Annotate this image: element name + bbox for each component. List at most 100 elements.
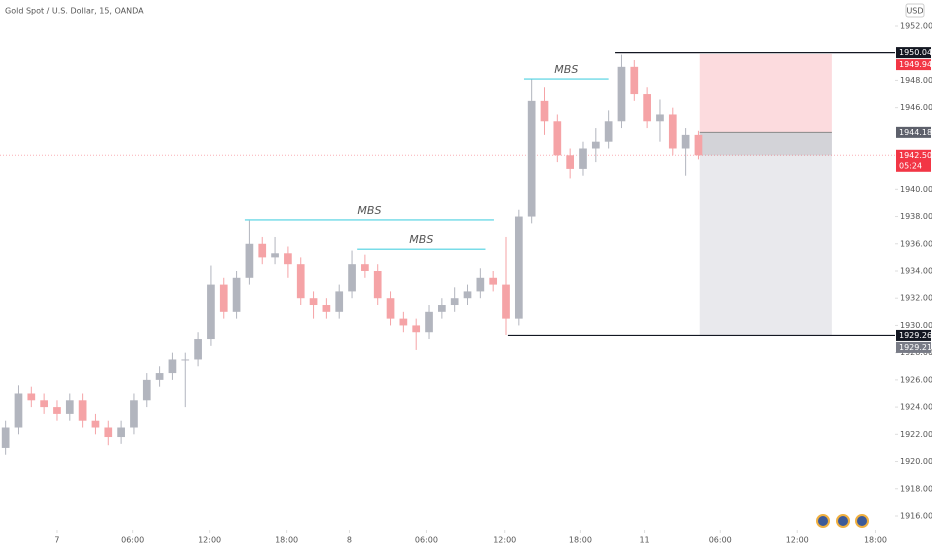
x-tick-label: 11 (639, 536, 649, 545)
stop-zone (699, 53, 832, 133)
candle-body (604, 121, 613, 142)
price-countdown: 05:24 (899, 161, 922, 170)
candle-body (668, 114, 677, 149)
currency: USD (906, 7, 923, 16)
candle-body (296, 264, 305, 299)
event-icon[interactable] (855, 514, 869, 528)
candle-body (425, 311, 433, 333)
chart-header: Gold Spot / U.S. Dollar, 15, OANDA (5, 7, 144, 16)
candle-body (591, 141, 600, 149)
y-tick-label: 1938.000 (900, 212, 932, 221)
y-tick-label: 1948.000 (900, 76, 932, 85)
candle-body (322, 305, 331, 312)
event-icon[interactable] (816, 514, 830, 528)
candle-body (1, 427, 10, 448)
price-tag-label: 1944.185 (899, 128, 932, 137)
price-tag-label: 1929.216 (899, 343, 932, 352)
y-tick-label: 1926.000 (900, 375, 932, 384)
candle-body (412, 325, 421, 333)
candle-body (14, 393, 23, 428)
x-tick-label: 06:00 (121, 536, 144, 545)
candle-body (245, 243, 254, 278)
candle-body (27, 393, 36, 401)
candle-body (553, 121, 562, 156)
price-tag-label: 1929.265 (899, 331, 932, 340)
currency-box[interactable] (905, 3, 925, 18)
event-icons[interactable] (816, 514, 869, 528)
candle-body (104, 427, 113, 438)
x-tick-label: 18:00 (569, 536, 592, 545)
price-tag (896, 149, 931, 172)
y-tick-label: 1934.000 (900, 266, 932, 275)
candle-body (643, 94, 651, 122)
mbs-label: MBS (554, 63, 578, 76)
candle-body (681, 134, 690, 149)
x-tick-label: 12:00 (786, 536, 809, 545)
price-tag (896, 47, 931, 59)
candle-body (579, 148, 587, 169)
candle-body (373, 270, 382, 299)
y-tick-label: 1918.000 (900, 484, 932, 493)
x-tick-label: 18:00 (275, 536, 298, 545)
candle-body (386, 298, 395, 319)
candle-body (53, 407, 61, 414)
candle-body (694, 134, 703, 156)
x-tick-label: 12:00 (493, 536, 516, 545)
price-tag (896, 341, 931, 353)
candle-body (463, 291, 472, 299)
candle-body (181, 359, 190, 361)
x-tick-label: 06:00 (415, 536, 438, 545)
candle-body (630, 66, 639, 95)
price-tag-label: 1949.946 (899, 60, 932, 69)
y-tick-label: 1946.000 (900, 103, 932, 112)
y-tick-label: 1930.000 (900, 321, 932, 330)
candle-body (335, 291, 344, 312)
candle-body (527, 100, 536, 217)
y-tick-label: 1922.000 (900, 430, 932, 439)
price-tag (896, 59, 931, 71)
candle-body (271, 253, 279, 258)
y-tick-label: 1932.000 (900, 294, 932, 303)
candle-body (65, 400, 74, 414)
candle-body (194, 339, 202, 360)
candle-body (142, 379, 151, 401)
y-tick-label: 1924.000 (900, 403, 932, 412)
price-tag-label: 1950.045 (899, 48, 932, 57)
candle-body (502, 284, 510, 319)
candle-body (155, 373, 164, 380)
x-tick-label: 7 (54, 536, 59, 545)
candle-body (348, 264, 356, 292)
candle-body (566, 155, 575, 169)
mbs-label: MBS (409, 233, 433, 246)
candle-body (489, 277, 498, 285)
y-tick-label: 1920.000 (900, 457, 932, 466)
candle-body (399, 318, 408, 326)
price-tag (896, 126, 931, 138)
candle-body (232, 277, 241, 312)
candle-body (617, 66, 626, 122)
mbs-label: MBS (357, 204, 381, 217)
candle-body (284, 253, 292, 265)
price-tag-label: 1942.500 (899, 151, 932, 160)
open-pnl-zone (699, 132, 832, 156)
candle-body (656, 114, 664, 122)
x-tick-label: 8 (347, 536, 352, 545)
candle-body (130, 400, 138, 428)
candle-body (476, 277, 485, 292)
candle-body (438, 305, 446, 312)
candle-body (78, 400, 87, 421)
candle-body (361, 264, 369, 271)
y-tick-label: 1952.000 (900, 21, 932, 30)
y-tick-label: 1940.000 (900, 185, 932, 194)
event-icon[interactable] (836, 514, 850, 528)
x-tick-label: 18:00 (864, 536, 887, 545)
x-tick-label: 06:00 (709, 536, 732, 545)
candle-body (219, 284, 228, 312)
x-tick-label: 12:00 (198, 536, 221, 545)
candle-body (540, 100, 549, 122)
candle-body (207, 284, 215, 340)
y-tick-label: 1916.000 (900, 511, 932, 520)
target-zone (699, 132, 832, 337)
candle-body (258, 243, 267, 258)
